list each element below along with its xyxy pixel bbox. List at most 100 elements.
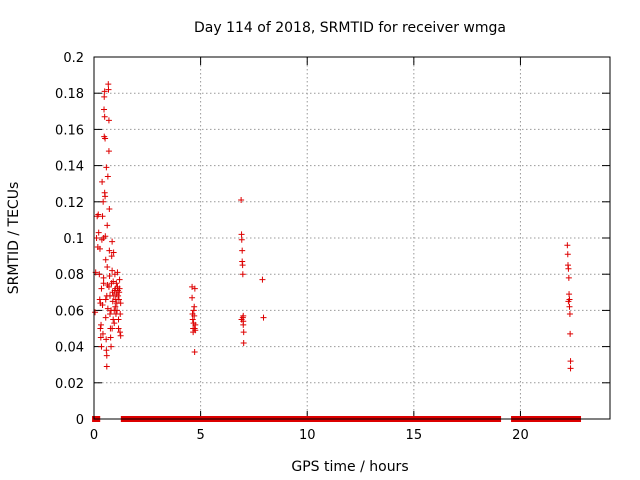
data-point: [564, 242, 571, 249]
data-point: [103, 336, 110, 343]
data-point: [104, 263, 111, 270]
data-point: [112, 303, 119, 310]
data-point: [103, 164, 110, 171]
data-point: [566, 303, 573, 310]
x-tick-label: 20: [512, 428, 529, 443]
y-tick-label: 0.02: [55, 377, 84, 392]
data-point: [100, 198, 107, 205]
y-tick-label: 0.16: [55, 123, 84, 138]
data-point: [102, 296, 109, 303]
data-point: [238, 231, 245, 238]
data-point: [240, 329, 247, 336]
data-point: [96, 296, 103, 303]
data-point: [565, 298, 572, 305]
data-point: [117, 300, 124, 307]
data-point: [191, 349, 198, 356]
data-point: [117, 329, 124, 336]
data-point: [102, 193, 109, 200]
data-point: [109, 238, 116, 245]
data-point: [107, 334, 114, 341]
data-point: [110, 278, 117, 285]
grid-lines: [94, 57, 610, 419]
data-point: [105, 283, 112, 290]
data-point: [97, 334, 104, 341]
data-point: [99, 301, 106, 308]
data-point: [104, 173, 111, 180]
data-point: [95, 229, 102, 236]
data-point: [567, 365, 574, 372]
data-point: [99, 330, 106, 337]
data-point: [105, 148, 112, 155]
data-point: [109, 325, 116, 332]
data-point: [92, 309, 99, 316]
data-point: [96, 245, 103, 252]
data-point: [239, 247, 246, 254]
data-point: [240, 312, 247, 319]
chart-title: Day 114 of 2018, SRMTID for receiver wmg…: [194, 20, 506, 36]
y-tick-label: 0.2: [63, 51, 84, 66]
data-point: [192, 321, 199, 328]
data-point: [95, 211, 102, 218]
data-point: [259, 276, 266, 283]
data-point: [260, 314, 267, 321]
data-point: [100, 280, 107, 287]
data-point: [102, 314, 109, 321]
data-point: [98, 285, 105, 292]
data-point: [101, 93, 108, 100]
y-tick-label: 0.18: [55, 87, 84, 102]
data-point: [93, 235, 100, 241]
data-point: [567, 330, 574, 337]
data-point: [115, 296, 122, 303]
data-point: [114, 269, 121, 276]
data-points: [92, 81, 574, 372]
y-tick-label: 0.1: [63, 232, 84, 247]
data-point: [110, 316, 117, 323]
data-point: [98, 321, 105, 328]
data-point: [109, 267, 116, 274]
data-point: [192, 327, 199, 334]
data-point: [565, 274, 572, 281]
data-point: [103, 292, 110, 299]
data-point: [191, 285, 198, 292]
data-point: [238, 196, 245, 203]
data-point: [191, 312, 198, 319]
data-point: [96, 271, 103, 278]
x-axis-label: GPS time / hours: [291, 459, 408, 475]
data-point: [189, 294, 196, 301]
data-point: [239, 271, 246, 278]
data-point: [108, 343, 115, 350]
data-point: [116, 276, 123, 283]
x-tick-label: 10: [299, 428, 316, 443]
data-point: [106, 247, 113, 254]
x-tick-label: 15: [406, 428, 423, 443]
data-point: [189, 316, 196, 323]
data-point: [105, 81, 112, 88]
data-point: [101, 106, 108, 113]
data-point: [115, 292, 122, 299]
data-point: [116, 285, 123, 292]
data-point: [102, 135, 109, 142]
y-axis-label: SRMTID / TECUs: [6, 182, 22, 295]
x-tick-label: 0: [90, 428, 98, 443]
data-point: [103, 347, 110, 354]
data-point: [104, 305, 111, 312]
data-point: [566, 291, 573, 298]
data-point: [101, 113, 108, 120]
data-point: [566, 311, 573, 318]
data-point: [240, 321, 247, 328]
data-point: [238, 316, 245, 323]
data-point: [113, 280, 120, 287]
data-point: [565, 265, 572, 272]
data-point: [99, 213, 106, 220]
data-point: [114, 307, 121, 314]
data-point: [102, 256, 109, 263]
plot-frame: [93, 56, 611, 420]
y-tick-label: 0.04: [55, 341, 84, 356]
y-tick-label: 0.08: [55, 268, 84, 283]
data-point: [103, 352, 110, 359]
data-point: [239, 262, 246, 269]
data-point: [99, 178, 106, 185]
tick-labels: 0 0.02 0.04 0.06 0.08 0.1 0.12 0.14 0.16 0.18 0.2 0…: [55, 51, 529, 443]
y-tick-label: 0: [76, 413, 84, 428]
